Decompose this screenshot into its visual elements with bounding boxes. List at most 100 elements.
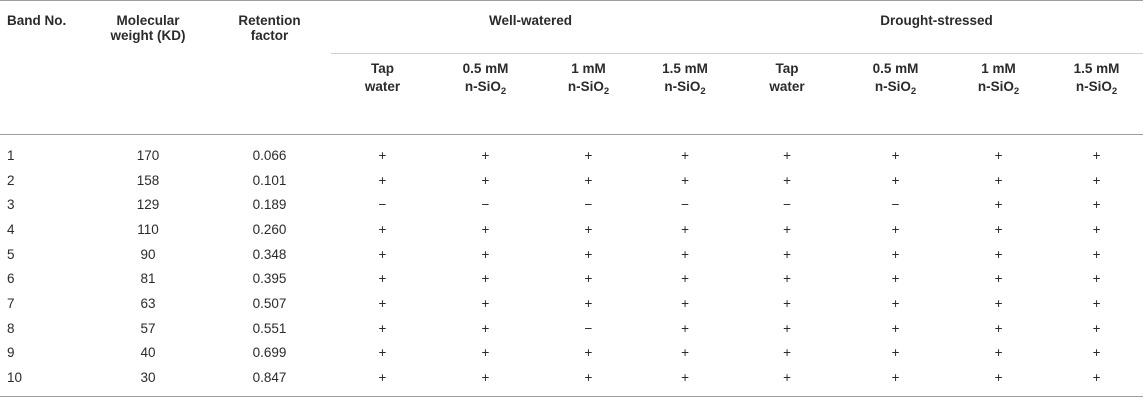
cell-presence-mark: + [783,221,791,237]
cell-presence-mark: + [891,295,900,311]
cell-presence-mark: + [378,295,387,311]
header-treatment-5: 0.5 mM n-SiO2 [872,61,919,97]
table-row: 10 30 0.847 + + + + + + + + [0,365,1143,397]
cell-band-no: 6 [7,271,15,287]
cell-presence-mark: + [994,295,1003,311]
cell-presence-mark: + [1092,271,1101,287]
cell-retention-factor: 0.066 [252,147,287,163]
cell-presence-mark: + [783,246,791,262]
cell-presence-mark: − [378,197,387,213]
cell-presence-mark: + [481,345,490,361]
cell-presence-mark: + [1092,197,1101,213]
cell-molecular-weight: 110 [137,221,159,237]
cell-band-no: 1 [7,147,15,163]
cell-presence-mark: + [681,320,689,336]
cell-retention-factor: 0.847 [208,365,331,397]
cell-presence-mark: + [947,365,1051,397]
cell-band-no: 8 [7,320,15,336]
header-band-no: Band No. [7,13,67,28]
cell-retention-factor: 0.260 [252,221,287,237]
table-row: 5 90 0.348 + + + + + + + + [0,242,1143,267]
cell-band-no: 7 [7,295,15,311]
cell-presence-mark: + [584,147,593,163]
cell-presence-mark: − [681,197,689,213]
cell-presence-mark: + [891,320,900,336]
header-group-drought-stressed: Drought-stressed [730,0,1143,54]
cell-presence-mark: + [584,246,593,262]
cell-presence-mark: + [681,221,689,237]
cell-presence-mark: + [681,147,689,163]
table-row: 7 63 0.507 + + + + + + + + [0,291,1143,316]
header-treatment-6: 1 mM n-SiO2 [977,61,1020,97]
cell-presence-mark: + [584,345,593,361]
cell-presence-mark: + [1092,172,1101,188]
cell-presence-mark: + [994,246,1003,262]
cell-presence-mark: + [584,172,593,188]
cell-retention-factor: 0.395 [252,271,287,287]
cell-presence-mark: + [1092,246,1101,262]
cell-presence-mark: + [891,271,900,287]
cell-presence-mark: + [1092,221,1101,237]
cell-retention-factor: 0.189 [252,197,287,213]
cell-presence-mark: + [891,147,900,163]
cell-presence-mark: + [681,172,689,188]
cell-presence-mark: + [681,295,689,311]
cell-presence-mark: − [481,197,490,213]
header-molecular-weight: Molecular weight (KD) [110,13,186,43]
cell-retention-factor: 0.101 [252,172,287,188]
cell-presence-mark: + [783,172,791,188]
table-row: 4 110 0.260 + + + + + + + + [0,217,1143,242]
cell-retention-factor: 0.699 [252,345,287,361]
cell-presence-mark: + [378,221,387,237]
cell-presence-mark: + [481,271,490,287]
cell-band-no: 10 [0,365,88,397]
cell-molecular-weight: 40 [140,345,156,361]
cell-presence-mark: + [891,246,900,262]
cell-presence-mark: − [891,197,900,213]
cell-presence-mark: + [481,172,490,188]
cell-presence-mark: + [783,295,791,311]
cell-presence-mark: + [378,147,387,163]
cell-molecular-weight: 63 [140,295,156,311]
cell-presence-mark: − [584,320,593,336]
cell-molecular-weight: 158 [136,172,160,188]
cell-presence-mark: + [481,246,490,262]
cell-presence-mark: + [994,221,1003,237]
cell-molecular-weight: 170 [136,147,160,163]
cell-presence-mark: + [994,172,1003,188]
table-row: 2 158 0.101 + + + + + + + + [0,168,1143,193]
header-treatment-4: Tap water [769,61,805,94]
cell-molecular-weight: 81 [140,271,156,287]
cell-presence-mark: + [994,345,1003,361]
cell-presence-mark: + [584,271,593,287]
cell-band-no: 5 [7,246,15,262]
cell-presence-mark: + [1092,295,1101,311]
cell-presence-mark: + [481,221,490,237]
cell-presence-mark: + [1092,320,1101,336]
cell-presence-mark: + [994,147,1003,163]
cell-band-no: 4 [7,221,15,237]
table-row: 9 40 0.699 + + + + + + + + [0,341,1143,366]
cell-retention-factor: 0.348 [252,246,287,262]
cell-presence-mark: + [640,365,731,397]
cell-presence-mark: + [378,172,387,188]
cell-presence-mark: + [681,345,689,361]
cell-presence-mark: + [378,320,387,336]
cell-presence-mark: + [730,365,845,397]
cell-presence-mark: + [537,365,640,397]
cell-presence-mark: − [783,197,791,213]
cell-presence-mark: + [331,365,434,397]
table-row: 6 81 0.395 + + + + + + + + [0,266,1143,291]
cell-molecular-weight: 129 [136,197,160,213]
cell-presence-mark: + [783,147,791,163]
header-treatment-3: 1.5 mM n-SiO2 [662,61,708,97]
cell-presence-mark: + [681,271,689,287]
cell-molecular-weight: 57 [140,320,156,336]
cell-presence-mark: + [994,320,1003,336]
header-treatment-0: Tap water [364,61,401,94]
cell-presence-mark: + [891,172,900,188]
cell-presence-mark: + [584,295,593,311]
header-group-well-watered: Well-watered [331,0,731,54]
cell-retention-factor: 0.551 [252,320,287,336]
cell-band-no: 9 [7,345,15,361]
